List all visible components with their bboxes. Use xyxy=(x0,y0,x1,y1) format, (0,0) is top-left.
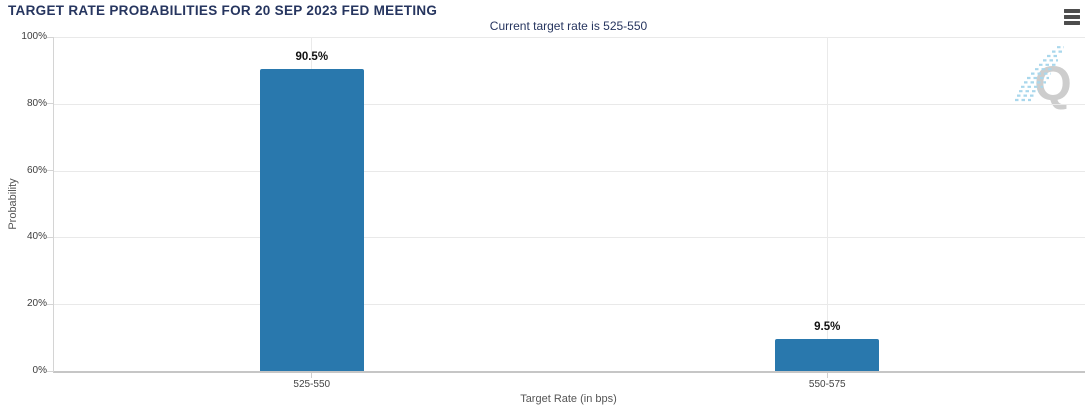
y-tick-mark xyxy=(47,236,54,238)
bar-525-550[interactable] xyxy=(259,68,364,371)
y-tick-label: 80% xyxy=(26,97,47,109)
x-tick-mark xyxy=(311,373,313,378)
y-tick-mark xyxy=(47,170,54,172)
y-gridline xyxy=(54,170,1085,172)
bar-value-label: 9.5% xyxy=(814,321,841,334)
y-tick-label: 100% xyxy=(21,31,47,42)
y-tick-mark xyxy=(47,303,54,305)
hamburger-menu-icon[interactable] xyxy=(1064,9,1080,25)
y-tick-label: 20% xyxy=(26,298,47,310)
chart-title: TARGET RATE PROBABILITIES FOR 20 SEP 202… xyxy=(8,3,438,18)
svg-text:Q: Q xyxy=(1034,58,1071,110)
y-tick-mark xyxy=(47,370,54,372)
bar-value-label: 90.5% xyxy=(295,50,329,63)
y-gridline xyxy=(54,304,1085,306)
y-tick-mark xyxy=(47,36,54,38)
chart-subtitle: Current target rate is 525-550 xyxy=(489,19,648,33)
y-gridline xyxy=(54,237,1085,239)
y-tick-mark xyxy=(47,103,54,105)
x-tick-mark xyxy=(826,373,828,378)
q-logo-watermark: Q xyxy=(1013,40,1079,111)
bar-550-575[interactable] xyxy=(775,339,880,371)
y-tick-label: 0% xyxy=(32,365,47,376)
plot-area: Q 0% 20% 40% 60% 80% 100% 90.5% xyxy=(21,32,1085,390)
y-tick-label: 60% xyxy=(26,164,47,176)
x-category-label: 525-550 xyxy=(293,379,331,390)
y-gridline xyxy=(54,103,1085,105)
x-category-label: 550-575 xyxy=(808,379,846,390)
x-gridline xyxy=(826,37,828,371)
y-gridline xyxy=(54,37,1085,38)
y-tick-label: 40% xyxy=(26,231,47,243)
x-axis-title: Target Rate (in bps) xyxy=(520,393,617,405)
y-axis-title: Probability xyxy=(7,178,19,230)
